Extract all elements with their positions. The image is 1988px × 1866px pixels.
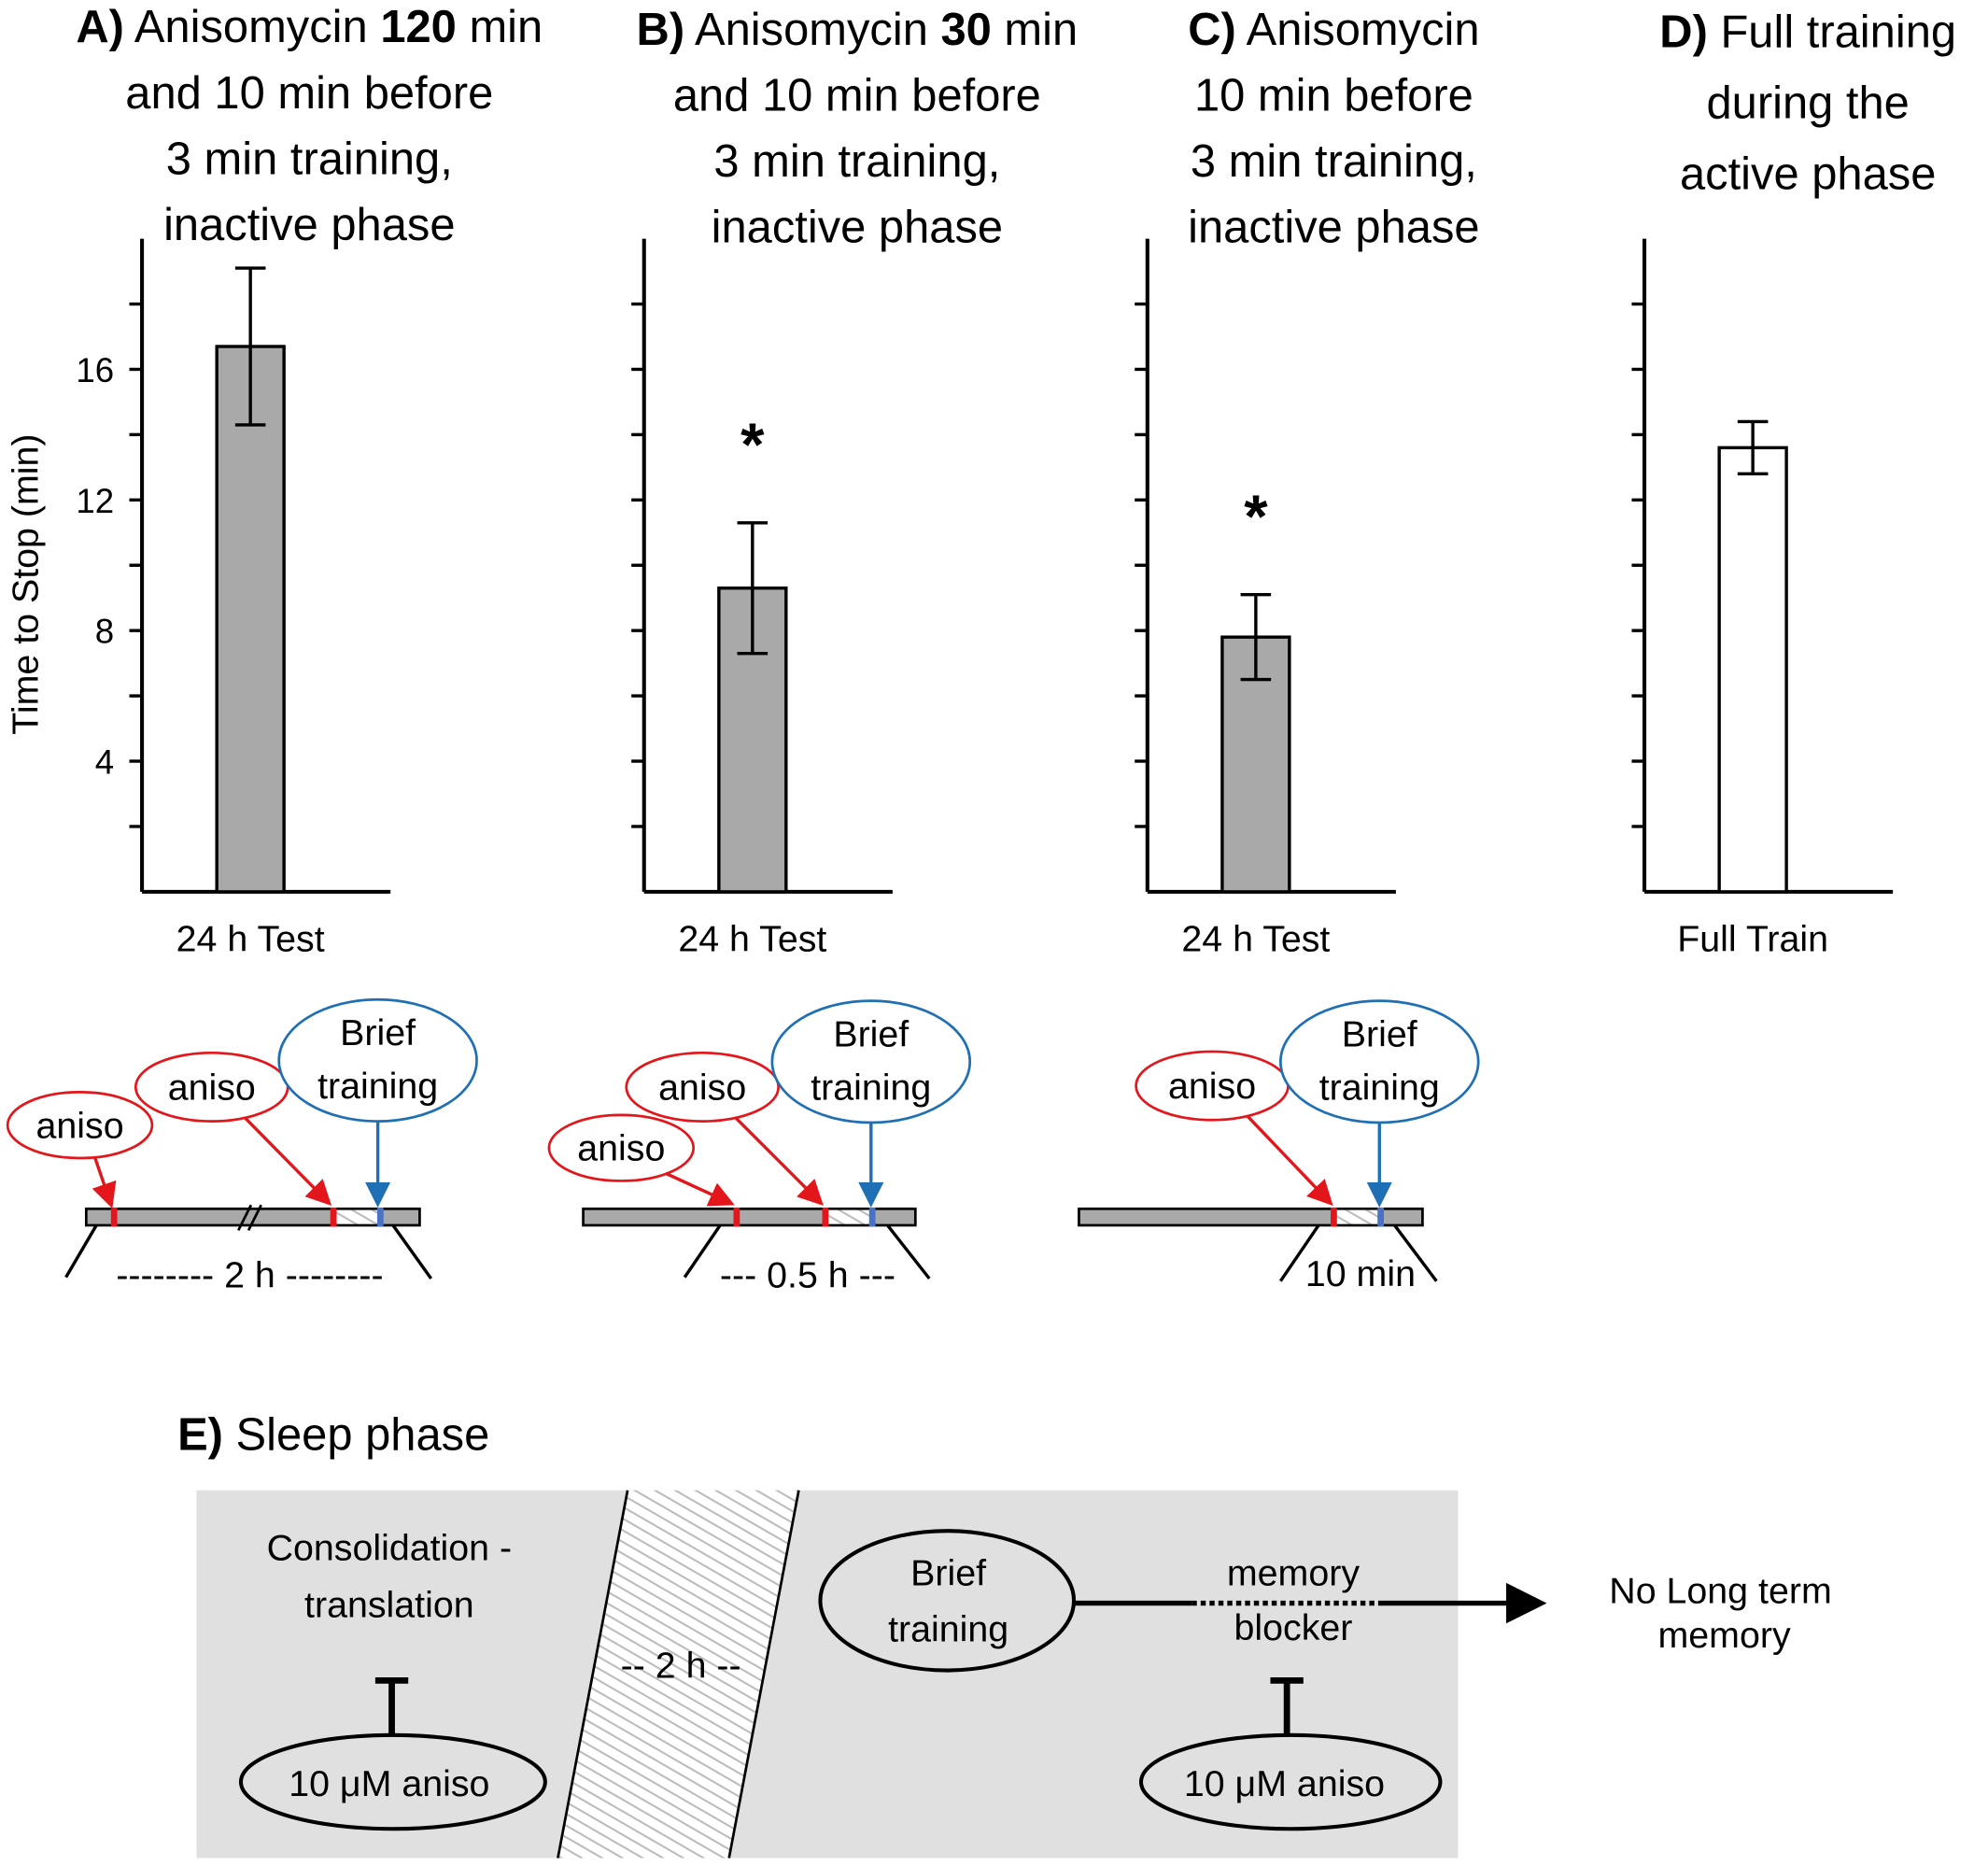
panel-title-line: 3 min training, bbox=[713, 136, 1000, 187]
panel-title-line: active phase bbox=[1680, 149, 1936, 200]
title-segment: B) bbox=[637, 5, 685, 55]
title-segment: 10 min before bbox=[1194, 70, 1473, 120]
title-segment: 30 bbox=[940, 5, 991, 55]
duration-label: 10 min bbox=[1305, 1253, 1416, 1294]
timeline-a: -------- 2 h -------- aniso aniso Brief … bbox=[6, 997, 478, 1295]
aniso-label: aniso bbox=[35, 1105, 123, 1146]
panel-title-line: 3 min training, bbox=[1191, 136, 1477, 187]
title-segment: Full training bbox=[1708, 7, 1956, 58]
panel-title-line: C) Anisomycin bbox=[1188, 5, 1479, 55]
duration-label: --- 0.5 h --- bbox=[720, 1254, 895, 1295]
panel-title-line: A) Anisomycin 120 min bbox=[76, 2, 543, 52]
arrow-icon bbox=[734, 1116, 824, 1206]
title-segment: min bbox=[457, 2, 543, 52]
title-segment: active phase bbox=[1680, 149, 1936, 200]
duration-label: -------- 2 h -------- bbox=[116, 1254, 383, 1295]
y-axis-label: Time to Stop (min) bbox=[6, 433, 47, 734]
bar bbox=[1717, 445, 1788, 894]
outcome-label: No Long term bbox=[1609, 1571, 1831, 1612]
panel-title-line: inactive phase bbox=[712, 203, 1003, 253]
title-segment: and 10 min before bbox=[125, 68, 493, 119]
title-segment: C) bbox=[1188, 5, 1236, 55]
y-tick-label: 4 bbox=[95, 743, 114, 782]
training-label: training bbox=[1319, 1067, 1440, 1109]
timeline-c: 10 min aniso Brief training bbox=[1078, 999, 1480, 1294]
aniso-label: aniso bbox=[168, 1067, 256, 1109]
title-segment: D) bbox=[1659, 7, 1708, 58]
title-segment: Anisomycin bbox=[124, 2, 380, 52]
title-segment: and 10 min before bbox=[673, 70, 1041, 120]
aniso-label: aniso bbox=[577, 1128, 665, 1169]
panel-title-line: 10 min before bbox=[1194, 70, 1473, 120]
panel-title-line: 3 min training, bbox=[166, 134, 453, 184]
title-segment: during the bbox=[1706, 78, 1909, 129]
panel-title-line: inactive phase bbox=[1188, 203, 1479, 253]
title-segment: Anisomycin bbox=[684, 5, 940, 55]
title-segment: Anisomycin bbox=[1236, 5, 1480, 55]
panel-title-line: and 10 min before bbox=[673, 70, 1041, 120]
brief-label: Brief bbox=[833, 1014, 909, 1055]
bar bbox=[215, 345, 286, 894]
title-segment: 3 min training, bbox=[1191, 136, 1477, 187]
training-label: training bbox=[317, 1066, 438, 1107]
aniso-label: aniso bbox=[1168, 1066, 1256, 1107]
panel-e: E) Sleep phase -- 2 h -- Consolidation -… bbox=[177, 1409, 1832, 1859]
title-segment: inactive phase bbox=[712, 203, 1003, 253]
training-label: training bbox=[888, 1608, 1008, 1649]
x-tick-label: 24 h Test bbox=[1181, 919, 1330, 960]
panel-title-line: D) Full training bbox=[1659, 7, 1956, 58]
arrow-icon bbox=[665, 1171, 735, 1207]
x-tick-label: 24 h Test bbox=[176, 919, 325, 960]
aniso-right-label: 10 μM aniso bbox=[1184, 1763, 1385, 1804]
gap-label: -- 2 h -- bbox=[621, 1646, 741, 1687]
y-tick-label: 8 bbox=[95, 613, 114, 651]
panel-title-line: B) Anisomycin 30 min bbox=[637, 5, 1079, 55]
arrow-icon bbox=[243, 1116, 332, 1207]
title-segment: A) bbox=[76, 2, 124, 52]
title-segment: inactive phase bbox=[163, 200, 455, 250]
arrow-icon bbox=[1246, 1115, 1333, 1207]
x-tick-label: Full Train bbox=[1677, 919, 1828, 960]
significance-marker: * bbox=[1244, 483, 1268, 551]
x-tick-label: 24 h Test bbox=[678, 919, 826, 960]
brief-label: Brief bbox=[340, 1012, 416, 1053]
timeline-b: --- 0.5 h --- aniso aniso Brief training bbox=[547, 999, 972, 1295]
consolidation-label: Consolidation - bbox=[267, 1527, 513, 1568]
title-segment: 3 min training, bbox=[166, 134, 453, 184]
panel-title-line: inactive phase bbox=[163, 200, 455, 250]
title-segment: 3 min training, bbox=[713, 136, 1000, 187]
title-segment: inactive phase bbox=[1188, 203, 1479, 253]
bar-charts: A) Anisomycin 120 min and 10 min before 3 … bbox=[6, 2, 1956, 960]
aniso-left-label: 10 μM aniso bbox=[289, 1763, 489, 1804]
panel-title-line: during the bbox=[1706, 78, 1909, 129]
y-tick-label: 12 bbox=[76, 482, 114, 520]
title-segment: min bbox=[992, 5, 1078, 55]
memory-label: memory bbox=[1227, 1553, 1360, 1594]
arrow-icon bbox=[92, 1157, 117, 1209]
y-tick-label: 16 bbox=[76, 351, 114, 389]
brief-label: Brief bbox=[910, 1553, 986, 1594]
translation-label: translation bbox=[304, 1585, 474, 1626]
brief-label: Brief bbox=[1342, 1014, 1417, 1055]
aniso-label: aniso bbox=[658, 1067, 746, 1109]
panel-e-title: E) Sleep phase bbox=[177, 1409, 489, 1460]
panel-title-line: and 10 min before bbox=[125, 68, 493, 119]
blocker-label: blocker bbox=[1234, 1607, 1352, 1648]
significance-marker: * bbox=[740, 411, 765, 479]
training-label: training bbox=[811, 1067, 931, 1109]
title-segment: 120 bbox=[380, 2, 457, 52]
outcome-label-2: memory bbox=[1658, 1615, 1791, 1656]
